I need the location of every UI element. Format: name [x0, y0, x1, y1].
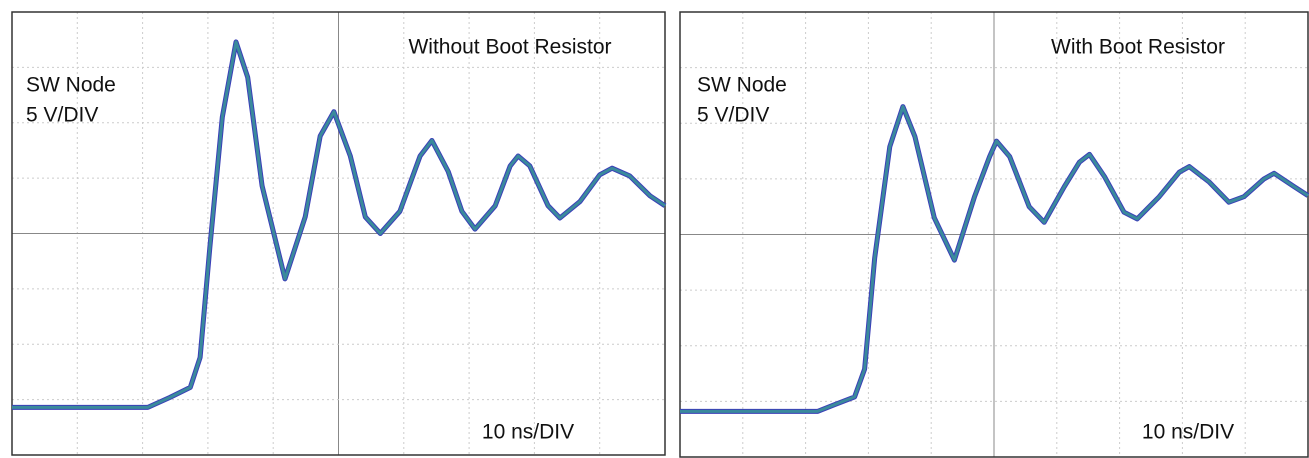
y-scale-label: 5 V/DIV: [26, 104, 98, 127]
chart: Without Boot Resistor SW Node 5 V/DIV 10 ns…: [0, 0, 1309, 458]
chart-title: Without Boot Resistor: [408, 36, 611, 59]
x-scale-label: 10 ns/DIV: [1142, 421, 1234, 444]
x-scale-label: 10 ns/DIV: [482, 421, 574, 444]
y-scale-label: 5 V/DIV: [697, 104, 769, 127]
chart-title: With Boot Resistor: [1051, 36, 1225, 59]
channel-label: SW Node: [26, 74, 116, 97]
channel-label: SW Node: [697, 74, 787, 97]
